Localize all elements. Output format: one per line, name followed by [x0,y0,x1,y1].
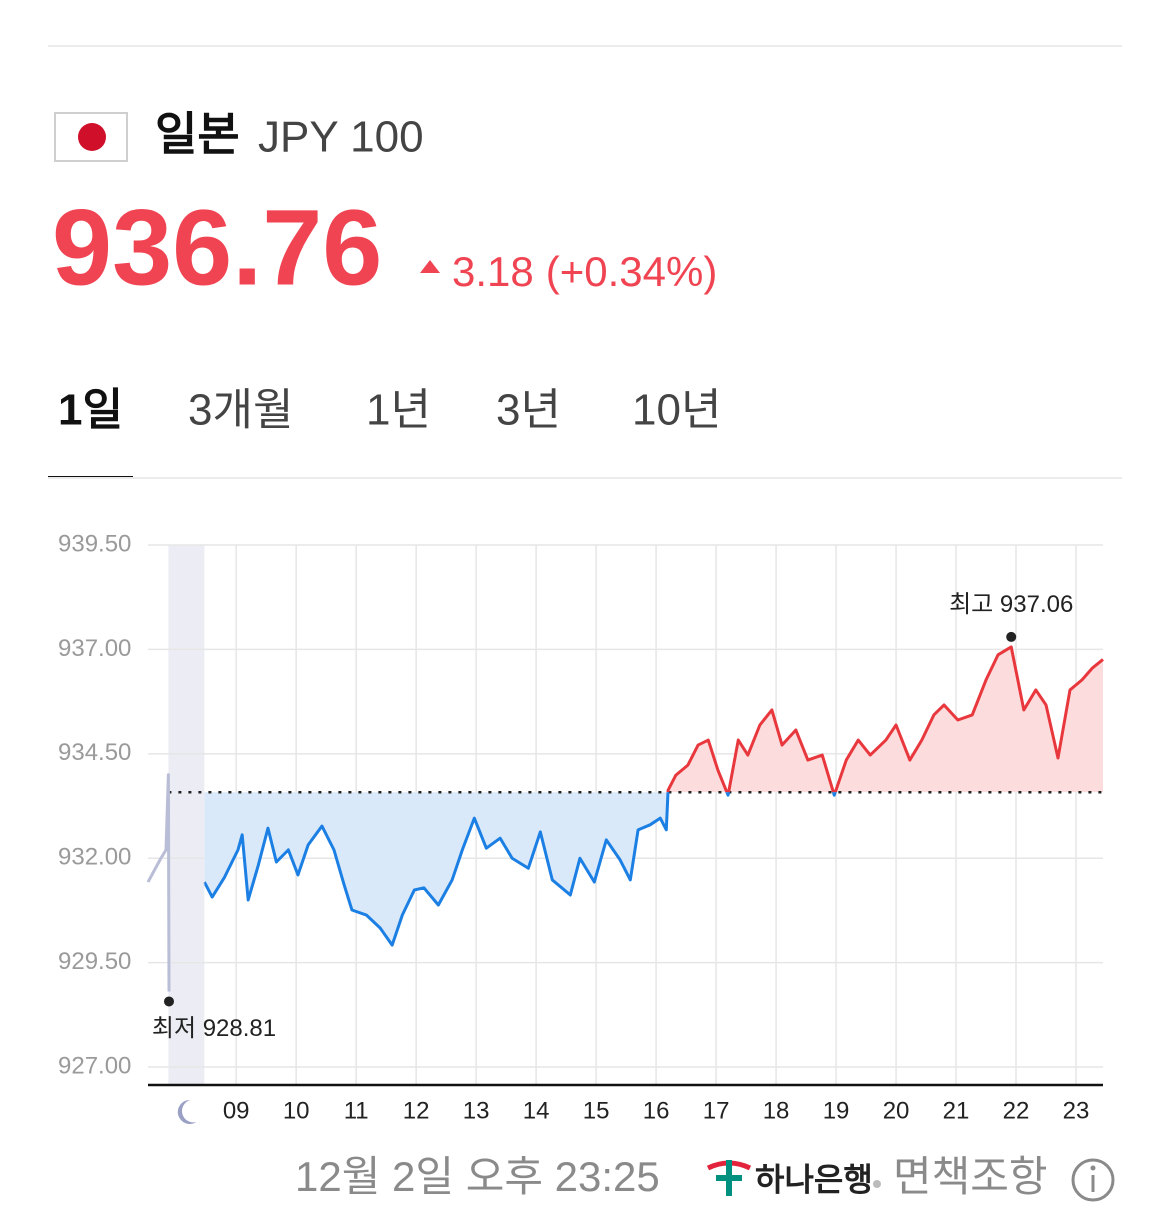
bank-logo [706,1160,752,1196]
y-tick-label: 937.00 [58,635,131,662]
currency: JPY 100 [258,113,424,162]
chart: 939.50 937.00 934.50 932.00 929.50 927.00 09 10… [58,530,1104,1124]
x-tick-label: 18 [763,1097,790,1124]
annotation: 최저 928.81 [152,1015,276,1042]
extreme-dot [1006,631,1017,642]
tab[interactable]: 1년 [366,386,431,435]
x-tick-label: 15 [583,1097,610,1124]
x-tick-label: 22 [1003,1097,1030,1124]
area-down [204,792,1103,946]
line-up [666,645,1104,793]
tab[interactable]: 10년 [632,386,721,435]
y-tick-label: 927.00 [58,1052,131,1079]
info-icon[interactable] [1071,1158,1115,1202]
x-tick-label: 19 [823,1097,850,1124]
separator-dot [873,1180,881,1188]
x-tick-label: 11 [344,1097,369,1124]
flag-circle [78,123,106,151]
x-tick-label: 23 [1063,1097,1090,1124]
moon-icon [177,1099,197,1124]
country: 일본 [155,108,240,160]
annotation: 최고 937.06 [949,591,1073,618]
y-tick-label: 929.50 [58,948,131,975]
up-arrow [420,260,440,273]
x-tick-label: 10 [283,1097,310,1124]
y-tick-label: 932.00 [58,844,131,871]
change-value: 3.18 [452,248,534,295]
disclaimer[interactable]: 면책조항 [893,1153,1048,1200]
x-tick-label: 09 [223,1097,250,1124]
x-tick-label: 14 [523,1097,550,1124]
x-tick-label: 17 [703,1097,730,1124]
timestamp: 12월 2일 오후 23:25 [295,1153,660,1200]
tab[interactable]: 3년 [496,386,561,435]
y-tick-label: 939.50 [58,530,131,557]
change: 3.18 (+0.34%) [452,248,717,295]
x-tick-label: 13 [463,1097,490,1124]
tab[interactable]: 3개월 [188,386,293,435]
bank-name: 하나은행 [755,1161,873,1197]
info-dot [1090,1165,1096,1171]
x-tick-label: 21 [943,1097,970,1124]
change-percent: (+0.34%) [546,248,718,295]
tabs: 1일 3개월 1년 3년 10년 [48,386,721,479]
x-tick-label: 20 [883,1097,910,1124]
line-night [146,773,205,992]
x-tick-label: 16 [643,1097,670,1124]
x-tick-label: 12 [403,1097,430,1124]
info-circle [1071,1158,1115,1202]
logo-mark [716,1160,742,1196]
y-tick-label: 934.50 [58,739,131,766]
night-band [168,545,205,1085]
area-up [667,646,1103,793]
price: 936.76 [52,187,382,308]
tab[interactable]: 1일 [58,386,123,435]
extreme-dot [163,996,174,1007]
line-down [204,792,837,947]
